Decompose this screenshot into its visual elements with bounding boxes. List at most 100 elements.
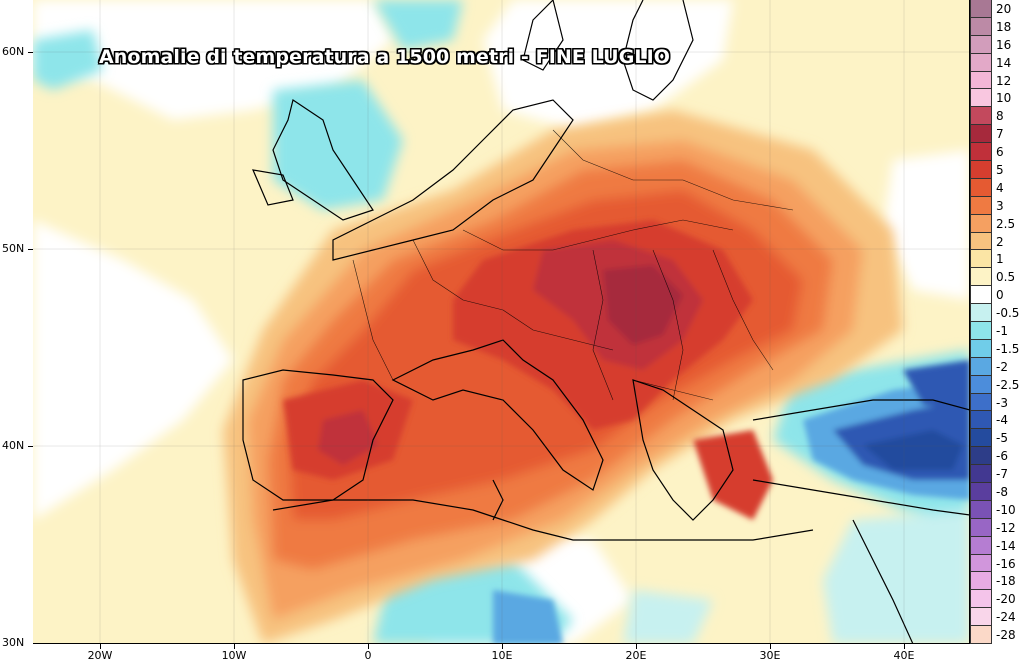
colorbar-label: 3 <box>996 198 1004 213</box>
anomaly-map <box>33 0 969 643</box>
colorbar-swatch <box>970 608 992 627</box>
colorbar-label: 0.5 <box>996 270 1016 285</box>
colorbar-swatch <box>970 268 992 287</box>
colorbar-swatch <box>970 250 992 269</box>
colorbar-label: 10 <box>996 91 1012 106</box>
colorbar-label: 6 <box>996 145 1004 160</box>
lat-label-60n: 60N <box>2 45 25 58</box>
colorbar-label: 16 <box>996 37 1012 52</box>
colorbar-label: -2.5 <box>996 377 1020 392</box>
colorbar-swatch <box>970 17 992 36</box>
colorbar-swatch <box>970 339 992 358</box>
colorbar-label: 8 <box>996 109 1004 124</box>
colorbar-swatch <box>970 590 992 609</box>
colorbar-label: 18 <box>996 19 1012 34</box>
lon-label-20w: 20W <box>87 649 113 662</box>
colorbar-label: -7 <box>996 467 1008 482</box>
colorbar-label: -8 <box>996 484 1008 499</box>
colorbar-swatch <box>970 447 992 466</box>
lat-label-30n: 30N <box>2 636 25 649</box>
lat-tick <box>28 446 33 447</box>
colorbar-label: -28 <box>996 628 1016 643</box>
lat-tick <box>28 52 33 53</box>
colorbar-label: -14 <box>996 538 1016 553</box>
colorbar-label: -3 <box>996 395 1008 410</box>
colorbar-swatch <box>970 375 992 394</box>
colorbar-swatch <box>970 214 992 233</box>
lon-tick <box>904 644 905 649</box>
lon-tick <box>368 644 369 649</box>
colorbar-swatch <box>970 357 992 376</box>
lat-tick <box>28 249 33 250</box>
colorbar-label: -0.5 <box>996 306 1020 321</box>
colorbar-label: -2 <box>996 359 1008 374</box>
colorbar-swatch <box>970 71 992 90</box>
colorbar-swatch <box>970 286 992 305</box>
colorbar-label: 14 <box>996 55 1012 70</box>
colorbar-swatch <box>970 232 992 251</box>
anomaly-positive-strong <box>283 220 773 520</box>
lon-label-20e: 20E <box>625 649 647 662</box>
colorbar-swatch <box>970 536 992 555</box>
colorbar-swatch <box>970 518 992 537</box>
colorbar-swatch <box>970 196 992 215</box>
colorbar-label: 0 <box>996 288 1004 303</box>
colorbar-swatch <box>970 107 992 126</box>
borders <box>352 129 794 401</box>
colorbar-swatch <box>970 178 992 197</box>
lon-label-10w: 10W <box>221 649 247 662</box>
lat-label-40n: 40N <box>2 439 25 452</box>
anomaly-negative-light <box>33 0 969 643</box>
lon-label-0: 0 <box>364 649 372 662</box>
colorbar-swatch <box>970 0 992 18</box>
colorbar-swatch <box>970 572 992 591</box>
graticule <box>33 0 969 643</box>
colorbar-label: 2.5 <box>996 216 1016 231</box>
colorbar-label: -5 <box>996 431 1008 446</box>
lon-tick <box>100 644 101 649</box>
colorbar-label: 20 <box>996 1 1012 16</box>
colorbar-label: 4 <box>996 180 1004 195</box>
colorbar-swatch <box>970 465 992 483</box>
colorbar-label: -10 <box>996 502 1016 517</box>
coastlines <box>242 0 969 643</box>
colorbar-swatch <box>970 125 992 144</box>
colorbar-label: -1 <box>996 323 1008 338</box>
colorbar-swatch <box>970 53 992 72</box>
map-panel: Anomalie di temperatura a 1500 metri - F… <box>33 0 970 644</box>
colorbar-label: -16 <box>996 556 1016 571</box>
colorbar-swatch <box>970 483 992 501</box>
colorbar-swatch <box>970 143 992 161</box>
colorbar-swatch <box>970 161 992 179</box>
colorbar-label: -20 <box>996 592 1016 607</box>
colorbar-swatch <box>970 500 992 519</box>
colorbar-label: 2 <box>996 234 1004 249</box>
colorbar-swatch <box>970 322 992 340</box>
lon-label-30e: 30E <box>759 649 781 662</box>
lon-tick <box>234 644 235 649</box>
colorbar-label: -1.5 <box>996 341 1020 356</box>
colorbar-swatch <box>970 89 992 108</box>
colorbar-label: -24 <box>996 610 1016 625</box>
colorbar-label: 5 <box>996 162 1004 177</box>
colorbar-swatch <box>970 35 992 54</box>
colorbar-label: 7 <box>996 127 1004 142</box>
colorbar-label: 1 <box>996 252 1004 267</box>
colorbar-label: 12 <box>996 73 1012 88</box>
lon-label-40e: 40E <box>893 649 915 662</box>
lon-tick <box>502 644 503 649</box>
colorbar <box>970 0 992 644</box>
colorbar-swatch <box>970 304 992 322</box>
colorbar-swatch <box>970 429 992 448</box>
colorbar-swatch <box>970 393 992 412</box>
colorbar-swatch <box>970 626 992 644</box>
lat-label-50n: 50N <box>2 242 25 255</box>
colorbar-label: -6 <box>996 449 1008 464</box>
lon-tick <box>770 644 771 649</box>
map-title: Anomalie di temperatura a 1500 metri - F… <box>99 46 671 68</box>
lon-label-10e: 10E <box>491 649 513 662</box>
anomaly-negative-strong <box>493 360 969 643</box>
colorbar-swatch <box>970 411 992 430</box>
lon-tick <box>636 644 637 649</box>
colorbar-label: -4 <box>996 413 1008 428</box>
